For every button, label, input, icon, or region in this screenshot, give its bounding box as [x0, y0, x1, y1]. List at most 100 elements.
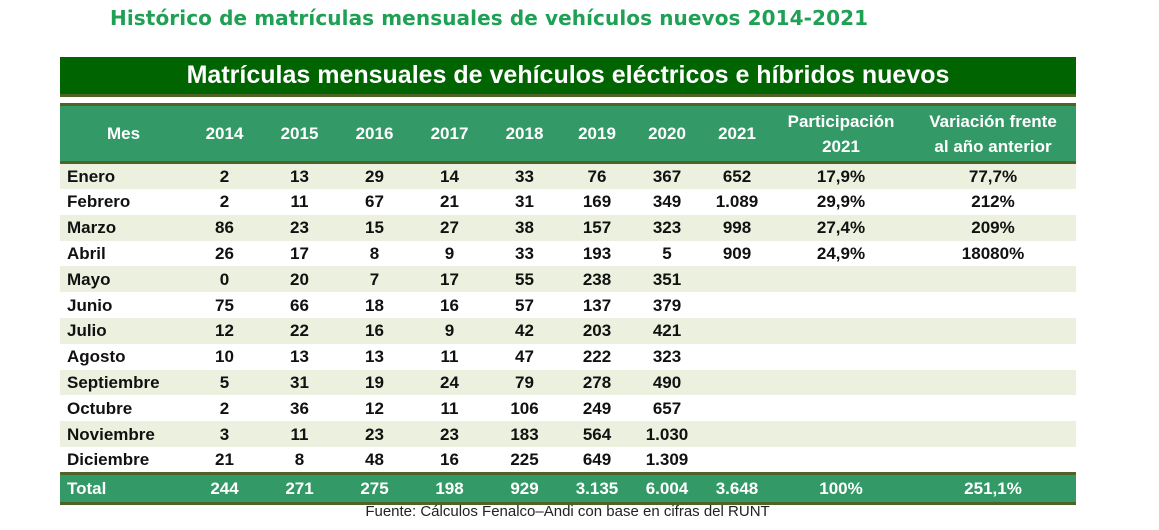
- cell-2020: 323: [652, 347, 682, 367]
- cell-2018: 33: [515, 243, 534, 263]
- cell-2020: 5: [662, 243, 672, 263]
- header-2020: 2020: [632, 103, 702, 164]
- cell-variacion: 212%: [971, 192, 1015, 212]
- table-row: Agosto 10 13 13 11 47 222 323: [60, 343, 1076, 370]
- cell-2021: [702, 421, 772, 447]
- cell-variacion: 77,7%: [968, 167, 1018, 186]
- header-2017: 2017: [412, 103, 487, 164]
- cell-2018: 33: [515, 167, 534, 186]
- cell-variacion: [910, 370, 1076, 396]
- cell-participacion: 17,9%: [816, 167, 866, 186]
- cell-2017: 9: [444, 321, 455, 341]
- total-2018: 929: [487, 471, 562, 505]
- cell-2019: 76: [587, 167, 607, 186]
- cell-2020: 490: [652, 372, 682, 392]
- cell-variacion: [910, 318, 1076, 344]
- cell-2016: 18: [365, 295, 384, 315]
- cell-2014: 2: [219, 167, 230, 186]
- header-participacion-line1: Participación: [787, 111, 895, 131]
- cell-2015: 8: [294, 449, 305, 469]
- table-row: Abril 26 17 8 9 33 193 5 909 24,9% 18080%: [60, 240, 1076, 267]
- cell-2017: 14: [440, 167, 459, 186]
- cell-2021: [702, 292, 772, 318]
- cell-2021: [702, 344, 772, 370]
- row-month: Enero: [67, 167, 116, 186]
- cell-2017: 16: [440, 295, 459, 315]
- cell-2017: 11: [440, 398, 459, 418]
- cell-2017: 21: [440, 192, 459, 212]
- cell-2018: 55: [515, 269, 534, 289]
- row-month: Abril: [67, 243, 106, 263]
- cell-participacion: [772, 266, 910, 292]
- cell-2014: 0: [219, 269, 230, 289]
- cell-2014: 75: [215, 295, 234, 315]
- cell-2014: 26: [215, 243, 234, 263]
- table-row: Febrero 2 11 67 21 31 169 349 1.089 29,9% 212%: [60, 189, 1076, 215]
- cell-2018: 79: [515, 372, 534, 392]
- row-month: Octubre: [67, 398, 133, 418]
- cell-variacion: [910, 266, 1076, 292]
- header-mes: Mes: [60, 103, 187, 164]
- cell-2016: 19: [365, 372, 384, 392]
- table-row: Diciembre 21 8 48 16 225 649 1.309: [60, 446, 1076, 474]
- cell-2017: 23: [440, 424, 459, 444]
- header-2014: 2014: [187, 103, 262, 164]
- row-month: Noviembre: [67, 424, 155, 444]
- cell-2018: 183: [510, 424, 539, 444]
- header-variacion: Variación frente al año anterior: [910, 103, 1076, 164]
- total-2021: 3.648: [702, 471, 772, 505]
- cell-2018: 47: [515, 347, 534, 367]
- cell-2016: 23: [365, 424, 384, 444]
- cell-2019: 649: [582, 449, 612, 469]
- cell-2015: 11: [290, 424, 309, 444]
- cell-variacion: [910, 292, 1076, 318]
- cell-2021: [702, 266, 772, 292]
- cell-2016: 13: [365, 347, 384, 367]
- cell-2020: 1.030: [645, 424, 689, 444]
- row-month: Marzo: [67, 218, 117, 238]
- source-note: Fuente: Cálculos Fenalco–Andi con base e…: [365, 503, 770, 520]
- header-2021: 2021: [702, 103, 772, 164]
- cell-2014: 12: [215, 321, 234, 341]
- row-month: Junio: [67, 295, 113, 315]
- header-2018: 2018: [487, 103, 562, 164]
- cell-2017: 16: [440, 449, 459, 469]
- header-2019: 2019: [562, 103, 632, 164]
- cell-participacion: [772, 292, 910, 318]
- registrations-table: Mes 2014 2015 2016 2017 2018 2019 2020 2…: [60, 103, 1076, 505]
- total-2016: 275: [337, 471, 412, 505]
- cell-2015: 36: [290, 398, 309, 418]
- cell-2014: 10: [215, 347, 234, 367]
- header-participacion-line2: 2021: [822, 136, 860, 156]
- cell-2014: 86: [215, 218, 234, 238]
- cell-2018: 225: [510, 449, 539, 469]
- cell-variacion: [910, 395, 1076, 421]
- table-row: Septiembre 5 31 19 24 79 278 490: [60, 369, 1076, 396]
- cell-2014: 21: [215, 449, 234, 469]
- cell-2017: 24: [440, 372, 459, 392]
- total-2014: 244: [187, 471, 262, 505]
- header-variacion-line2: al año anterior: [934, 136, 1052, 156]
- cell-variacion: 209%: [971, 218, 1015, 238]
- cell-participacion: 24,9%: [816, 243, 866, 263]
- row-month: Agosto: [67, 347, 126, 367]
- cell-2020: 657: [652, 398, 682, 418]
- cell-2015: 17: [290, 243, 309, 263]
- table-row: Octubre 2 36 12 11 106 249 657: [60, 395, 1076, 422]
- cell-2016: 7: [369, 269, 380, 289]
- cell-2020: 349: [652, 192, 682, 212]
- cell-2021: [702, 318, 772, 344]
- total-2020: 6.004: [632, 471, 702, 505]
- row-month: Febrero: [67, 192, 131, 212]
- cell-2019: 193: [582, 243, 612, 263]
- cell-variacion: [910, 344, 1076, 370]
- cell-2017: 27: [440, 218, 459, 238]
- table-row: Noviembre 3 11 23 23 183 564 1.030: [60, 421, 1076, 447]
- table-row: Mayo 0 20 7 17 55 238 351: [60, 266, 1076, 293]
- cell-2015: 23: [290, 218, 309, 238]
- cell-participacion: [772, 344, 910, 370]
- cell-2016: 29: [365, 167, 384, 186]
- row-month: Septiembre: [67, 372, 160, 392]
- cell-2019: 249: [582, 398, 612, 418]
- header-participacion: Participación 2021: [772, 103, 910, 164]
